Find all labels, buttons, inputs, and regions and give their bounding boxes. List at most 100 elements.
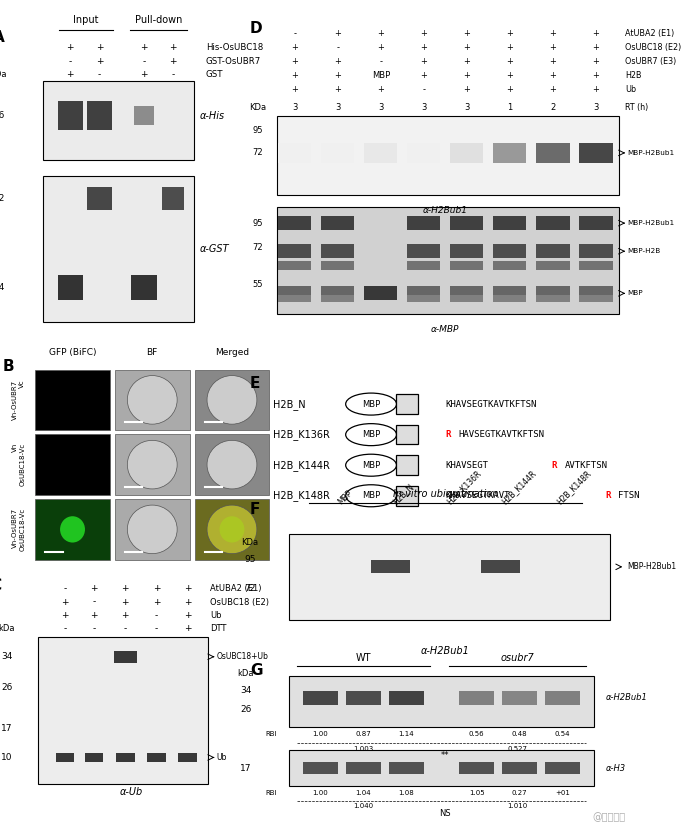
Text: 1.04: 1.04 [356, 790, 371, 796]
Text: OsUBR7 (E3): OsUBR7 (E3) [626, 57, 677, 66]
Bar [115, 434, 190, 495]
Text: KDa: KDa [249, 102, 266, 112]
Text: α-H2Bub1: α-H2Bub1 [423, 206, 468, 215]
Bar [493, 287, 527, 301]
Text: +: + [549, 71, 556, 80]
Bar [579, 261, 612, 269]
Text: G: G [250, 663, 262, 678]
Bar [163, 188, 183, 210]
Text: A: A [0, 30, 5, 45]
Bar [536, 295, 570, 302]
Bar [35, 369, 110, 430]
Bar [389, 691, 424, 705]
Text: -: - [172, 70, 174, 78]
Text: H2B: H2B [626, 71, 641, 80]
Text: 3: 3 [421, 102, 426, 112]
Text: +: + [549, 85, 556, 94]
Text: 26: 26 [1, 683, 12, 692]
Bar [493, 261, 527, 269]
Text: KDa: KDa [242, 538, 258, 547]
Text: +: + [91, 610, 98, 620]
Text: Vn-OsUBR7
OsUBC18-Vc: Vn-OsUBR7 OsUBC18-Vc [12, 508, 25, 551]
Text: H2B_N: H2B_N [273, 399, 306, 410]
Text: 17: 17 [1, 724, 12, 733]
Text: MBP: MBP [372, 71, 390, 80]
Bar [397, 486, 418, 506]
Text: +: + [421, 29, 427, 38]
Ellipse shape [346, 485, 397, 507]
Bar [459, 691, 494, 705]
Text: 1: 1 [507, 102, 513, 112]
Ellipse shape [127, 440, 177, 489]
Bar [397, 394, 418, 414]
Bar [302, 762, 338, 774]
Text: +: + [421, 57, 427, 66]
Text: -: - [93, 624, 95, 633]
Bar [115, 499, 190, 560]
Bar [43, 176, 194, 322]
Bar [321, 216, 354, 230]
Text: +: + [95, 43, 103, 52]
Text: His-OsUBC18: His-OsUBC18 [206, 43, 263, 52]
Text: 95: 95 [253, 126, 263, 135]
Text: α-MBP: α-MBP [431, 325, 459, 334]
Text: kDa: kDa [0, 624, 15, 633]
Text: α-H2Bub1: α-H2Bub1 [606, 694, 648, 702]
Text: -: - [155, 624, 158, 633]
Text: FTSN: FTSN [618, 491, 639, 501]
Bar [536, 216, 570, 230]
Text: +: + [549, 57, 556, 66]
Text: +: + [592, 85, 599, 94]
Ellipse shape [207, 505, 257, 553]
Text: +: + [334, 29, 341, 38]
Text: In vitro ubiquitination: In vitro ubiquitination [392, 489, 498, 499]
Bar [278, 287, 311, 301]
Bar [545, 691, 581, 705]
Bar [450, 216, 484, 230]
Ellipse shape [127, 505, 177, 553]
Text: +: + [464, 43, 471, 52]
Text: Pull-down: Pull-down [135, 15, 182, 25]
Bar [579, 244, 612, 259]
Bar [38, 637, 208, 784]
Text: MBP: MBP [362, 430, 380, 439]
Bar [364, 287, 397, 301]
Bar [86, 102, 112, 130]
Text: KHAVSEGT: KHAVSEGT [446, 461, 489, 470]
Text: GST-OsUBR7: GST-OsUBR7 [206, 57, 261, 66]
Text: +01: +01 [555, 790, 570, 796]
Text: AVTKFTSN: AVTKFTSN [565, 461, 608, 470]
Text: +: + [377, 85, 384, 94]
Bar [55, 752, 74, 762]
Text: Input: Input [73, 15, 98, 25]
Text: 1.08: 1.08 [399, 790, 414, 796]
Text: B: B [3, 359, 15, 374]
Bar [321, 295, 354, 302]
Bar [278, 295, 311, 302]
Bar [321, 261, 354, 269]
Text: **: ** [441, 752, 450, 761]
Bar [502, 691, 537, 705]
Text: 72: 72 [253, 243, 263, 252]
Bar [502, 762, 537, 774]
Text: -: - [69, 57, 72, 66]
Text: Ub: Ub [210, 610, 222, 620]
Bar [536, 261, 570, 269]
Bar [408, 244, 441, 259]
Text: -: - [293, 29, 296, 38]
Text: RBI: RBI [266, 731, 277, 738]
Text: kDa: kDa [0, 70, 7, 78]
Text: C: C [0, 578, 1, 593]
Bar [450, 261, 484, 269]
Bar [113, 651, 136, 662]
Bar [459, 762, 494, 774]
Text: Vn-OsUBR7
Vc: Vn-OsUBR7 Vc [12, 380, 25, 420]
Text: 95: 95 [244, 555, 255, 564]
Text: GFP (BiFC): GFP (BiFC) [48, 349, 96, 358]
Text: RBI: RBI [266, 790, 277, 796]
Text: KHAVSEGTKAVT: KHAVSEGTKAVT [446, 491, 510, 501]
Text: 1.040: 1.040 [353, 804, 373, 809]
Bar [493, 244, 527, 259]
Bar [408, 287, 441, 301]
Text: -: - [336, 43, 339, 52]
